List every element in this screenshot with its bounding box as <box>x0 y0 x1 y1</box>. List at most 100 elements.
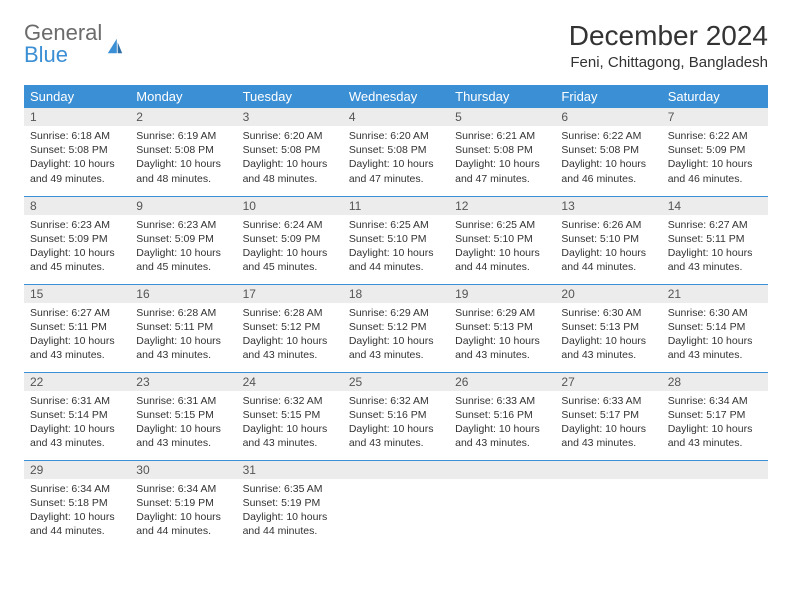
sunset-text: Sunset: 5:18 PM <box>30 496 124 510</box>
daylight-text: Daylight: 10 hours and 43 minutes. <box>243 422 337 450</box>
day-content: Sunrise: 6:31 AMSunset: 5:15 PMDaylight:… <box>130 391 236 456</box>
day-number: 16 <box>130 285 236 303</box>
sunset-text: Sunset: 5:08 PM <box>349 143 443 157</box>
day-number: 6 <box>555 108 661 126</box>
page-title: December 2024 <box>569 20 768 52</box>
calendar-cell: 29Sunrise: 6:34 AMSunset: 5:18 PMDayligh… <box>24 460 130 548</box>
calendar-cell: 30Sunrise: 6:34 AMSunset: 5:19 PMDayligh… <box>130 460 236 548</box>
sunrise-text: Sunrise: 6:35 AM <box>243 482 337 496</box>
calendar-cell: 19Sunrise: 6:29 AMSunset: 5:13 PMDayligh… <box>449 284 555 372</box>
day-content: Sunrise: 6:25 AMSunset: 5:10 PMDaylight:… <box>343 215 449 280</box>
calendar-cell: 1Sunrise: 6:18 AMSunset: 5:08 PMDaylight… <box>24 108 130 196</box>
sunset-text: Sunset: 5:10 PM <box>349 232 443 246</box>
sunrise-text: Sunrise: 6:18 AM <box>30 129 124 143</box>
sunset-text: Sunset: 5:16 PM <box>455 408 549 422</box>
sunrise-text: Sunrise: 6:22 AM <box>668 129 762 143</box>
daylight-text: Daylight: 10 hours and 44 minutes. <box>349 246 443 274</box>
sunrise-text: Sunrise: 6:27 AM <box>30 306 124 320</box>
daylight-text: Daylight: 10 hours and 44 minutes. <box>455 246 549 274</box>
calendar-cell: 28Sunrise: 6:34 AMSunset: 5:17 PMDayligh… <box>662 372 768 460</box>
day-content: Sunrise: 6:27 AMSunset: 5:11 PMDaylight:… <box>24 303 130 368</box>
sunset-text: Sunset: 5:12 PM <box>349 320 443 334</box>
sunset-text: Sunset: 5:09 PM <box>136 232 230 246</box>
calendar-cell: 22Sunrise: 6:31 AMSunset: 5:14 PMDayligh… <box>24 372 130 460</box>
day-number: 30 <box>130 461 236 479</box>
day-number: 13 <box>555 197 661 215</box>
day-number: 18 <box>343 285 449 303</box>
calendar-cell: 13Sunrise: 6:26 AMSunset: 5:10 PMDayligh… <box>555 196 661 284</box>
day-number: 21 <box>662 285 768 303</box>
daylight-text: Daylight: 10 hours and 44 minutes. <box>30 510 124 538</box>
location: Feni, Chittagong, Bangladesh <box>569 54 768 71</box>
sunrise-text: Sunrise: 6:28 AM <box>136 306 230 320</box>
day-number: 26 <box>449 373 555 391</box>
calendar-cell: 31Sunrise: 6:35 AMSunset: 5:19 PMDayligh… <box>237 460 343 548</box>
sunset-text: Sunset: 5:11 PM <box>136 320 230 334</box>
calendar-cell: 24Sunrise: 6:32 AMSunset: 5:15 PMDayligh… <box>237 372 343 460</box>
daylight-text: Daylight: 10 hours and 44 minutes. <box>136 510 230 538</box>
calendar-cell <box>555 460 661 548</box>
day-content: Sunrise: 6:35 AMSunset: 5:19 PMDaylight:… <box>237 479 343 544</box>
sunset-text: Sunset: 5:16 PM <box>349 408 443 422</box>
calendar-week: 1Sunrise: 6:18 AMSunset: 5:08 PMDaylight… <box>24 108 768 196</box>
day-content: Sunrise: 6:30 AMSunset: 5:13 PMDaylight:… <box>555 303 661 368</box>
sunset-text: Sunset: 5:14 PM <box>668 320 762 334</box>
calendar-body: 1Sunrise: 6:18 AMSunset: 5:08 PMDaylight… <box>24 108 768 548</box>
calendar-cell: 26Sunrise: 6:33 AMSunset: 5:16 PMDayligh… <box>449 372 555 460</box>
daylight-text: Daylight: 10 hours and 43 minutes. <box>668 246 762 274</box>
sunset-text: Sunset: 5:19 PM <box>243 496 337 510</box>
day-content: Sunrise: 6:34 AMSunset: 5:18 PMDaylight:… <box>24 479 130 544</box>
sunset-text: Sunset: 5:10 PM <box>455 232 549 246</box>
sunset-text: Sunset: 5:11 PM <box>30 320 124 334</box>
sunrise-text: Sunrise: 6:32 AM <box>243 394 337 408</box>
day-number: 8 <box>24 197 130 215</box>
daylight-text: Daylight: 10 hours and 49 minutes. <box>30 157 124 185</box>
sunset-text: Sunset: 5:09 PM <box>668 143 762 157</box>
day-content: Sunrise: 6:20 AMSunset: 5:08 PMDaylight:… <box>237 126 343 191</box>
day-content: Sunrise: 6:28 AMSunset: 5:11 PMDaylight:… <box>130 303 236 368</box>
day-number: 22 <box>24 373 130 391</box>
calendar-cell <box>662 460 768 548</box>
daylight-text: Daylight: 10 hours and 46 minutes. <box>561 157 655 185</box>
day-content: Sunrise: 6:32 AMSunset: 5:15 PMDaylight:… <box>237 391 343 456</box>
day-number: 14 <box>662 197 768 215</box>
weekday-header-row: SundayMondayTuesdayWednesdayThursdayFrid… <box>24 85 768 108</box>
daylight-text: Daylight: 10 hours and 43 minutes. <box>455 422 549 450</box>
daylight-text: Daylight: 10 hours and 43 minutes. <box>30 334 124 362</box>
day-content: Sunrise: 6:34 AMSunset: 5:19 PMDaylight:… <box>130 479 236 544</box>
day-content: Sunrise: 6:25 AMSunset: 5:10 PMDaylight:… <box>449 215 555 280</box>
calendar-cell: 20Sunrise: 6:30 AMSunset: 5:13 PMDayligh… <box>555 284 661 372</box>
sunrise-text: Sunrise: 6:25 AM <box>349 218 443 232</box>
sunset-text: Sunset: 5:17 PM <box>668 408 762 422</box>
calendar-cell: 27Sunrise: 6:33 AMSunset: 5:17 PMDayligh… <box>555 372 661 460</box>
sunset-text: Sunset: 5:15 PM <box>243 408 337 422</box>
day-content: Sunrise: 6:22 AMSunset: 5:09 PMDaylight:… <box>662 126 768 191</box>
sunrise-text: Sunrise: 6:26 AM <box>561 218 655 232</box>
sunset-text: Sunset: 5:19 PM <box>136 496 230 510</box>
day-content: Sunrise: 6:33 AMSunset: 5:16 PMDaylight:… <box>449 391 555 456</box>
sunset-text: Sunset: 5:09 PM <box>30 232 124 246</box>
sunrise-text: Sunrise: 6:34 AM <box>136 482 230 496</box>
weekday-header: Monday <box>130 85 236 108</box>
day-content: Sunrise: 6:29 AMSunset: 5:12 PMDaylight:… <box>343 303 449 368</box>
calendar-week: 15Sunrise: 6:27 AMSunset: 5:11 PMDayligh… <box>24 284 768 372</box>
sunrise-text: Sunrise: 6:30 AM <box>561 306 655 320</box>
day-content: Sunrise: 6:30 AMSunset: 5:14 PMDaylight:… <box>662 303 768 368</box>
sunset-text: Sunset: 5:09 PM <box>243 232 337 246</box>
day-content: Sunrise: 6:34 AMSunset: 5:17 PMDaylight:… <box>662 391 768 456</box>
day-content: Sunrise: 6:21 AMSunset: 5:08 PMDaylight:… <box>449 126 555 191</box>
sunrise-text: Sunrise: 6:21 AM <box>455 129 549 143</box>
day-number: 27 <box>555 373 661 391</box>
daylight-text: Daylight: 10 hours and 46 minutes. <box>668 157 762 185</box>
calendar-cell: 2Sunrise: 6:19 AMSunset: 5:08 PMDaylight… <box>130 108 236 196</box>
daylight-text: Daylight: 10 hours and 43 minutes. <box>30 422 124 450</box>
sunrise-text: Sunrise: 6:27 AM <box>668 218 762 232</box>
day-number <box>449 461 555 479</box>
calendar-cell <box>449 460 555 548</box>
sunrise-text: Sunrise: 6:33 AM <box>455 394 549 408</box>
day-number: 20 <box>555 285 661 303</box>
sunrise-text: Sunrise: 6:23 AM <box>136 218 230 232</box>
daylight-text: Daylight: 10 hours and 43 minutes. <box>668 422 762 450</box>
day-number: 17 <box>237 285 343 303</box>
daylight-text: Daylight: 10 hours and 44 minutes. <box>561 246 655 274</box>
